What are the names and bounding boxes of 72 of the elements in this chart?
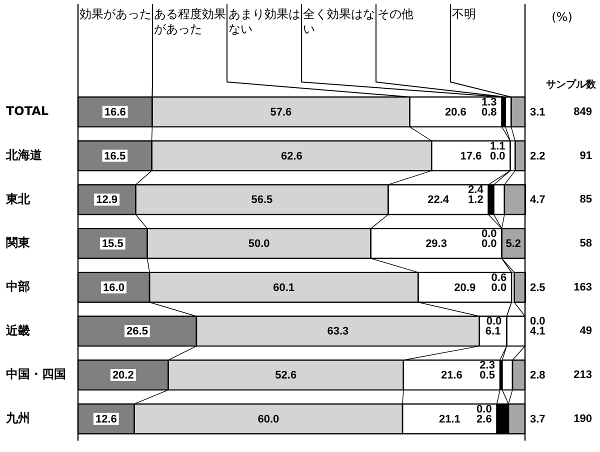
y2-tick-label: 49 [580,325,592,338]
data-label: 0.0 [530,316,546,328]
data-label: 0.0 [491,282,507,294]
data-label: 57.6 [270,106,292,118]
y2-tick-label: 58 [580,238,592,250]
data-label: 20.9 [454,282,476,294]
data-label: 16.6 [104,106,126,118]
data-label: 5.2 [506,238,522,250]
data-label: 12.6 [95,413,117,426]
text: 不明 [452,7,476,22]
data-label: 60.0 [258,413,280,426]
data-label: 6.1 [485,326,501,338]
y-tick-label: 中部 [6,279,30,294]
data-label: 16.5 [104,150,126,162]
y-tick-label: 北海道 [5,148,43,162]
data-label: 0.0 [490,150,506,162]
data-label: 0.0 [481,228,497,240]
data-label: 2.2 [530,150,546,162]
text: 全く効果はない [303,7,375,36]
y-tick-label: 東北 [5,192,31,206]
data-label: 16.0 [103,282,124,294]
data-label: 2.3 [480,360,495,372]
y-tick-label: 中国・四国 [6,367,66,382]
data-label: 29.3 [426,238,447,250]
y-tick-label: 関東 [6,236,31,250]
data-label: 4.7 [530,194,546,206]
data-label: 2.6 [476,413,492,426]
y-tick-label: TOTAL [6,104,49,118]
text: あまり効果はない [228,7,300,36]
y-tick-label: 九州 [5,411,30,425]
data-label: 0.0 [476,403,492,416]
data-label: 2.8 [530,370,546,382]
data-label: 0.8 [481,106,497,118]
data-label: 21.6 [440,370,462,382]
data-label: 62.6 [280,150,302,162]
y2-axis-title: サンプル数 [546,78,597,91]
data-label: 1.1 [490,140,506,152]
data-label: 56.5 [251,194,273,206]
data-label: 15.5 [102,238,124,250]
data-label: 12.9 [96,194,118,206]
data-label: 0.0 [481,238,497,250]
data-label: 0.0 [486,316,502,328]
data-label: 4.1 [530,326,546,338]
y-tick-label: 近畿 [5,323,30,338]
data-label: 2.5 [530,282,546,294]
data-label: 20.2 [112,370,134,382]
y2-tick-label: 163 [574,281,592,294]
data-label: 0.6 [491,272,507,284]
data-label: 1.2 [468,194,484,206]
data-label: 26.5 [126,326,148,338]
y2-tick-label: 849 [574,106,592,118]
data-label: 1.3 [481,96,497,108]
y2-tick-label: 91 [580,150,592,162]
data-label: 17.6 [460,150,482,162]
y2-tick-label: 213 [574,369,592,382]
data-label: 22.4 [428,194,450,206]
text: 効果があった [80,7,152,22]
data-label: 21.1 [438,413,460,426]
data-label: 3.7 [530,413,546,426]
data-label: 50.0 [248,238,270,250]
text: (%) [552,10,572,24]
data-label: 0.5 [480,370,495,382]
data-label: 52.6 [275,370,297,382]
data-label: 63.3 [327,326,349,338]
data-label: 3.1 [530,106,546,118]
y2-tick-label: 85 [580,194,592,206]
text: ある程度効果があった [154,7,226,36]
y2-tick-label: 190 [574,412,592,425]
data-label: 60.1 [273,282,295,294]
text: その他 [378,7,414,22]
data-label: 20.6 [445,106,466,118]
data-label: 2.4 [468,184,484,196]
